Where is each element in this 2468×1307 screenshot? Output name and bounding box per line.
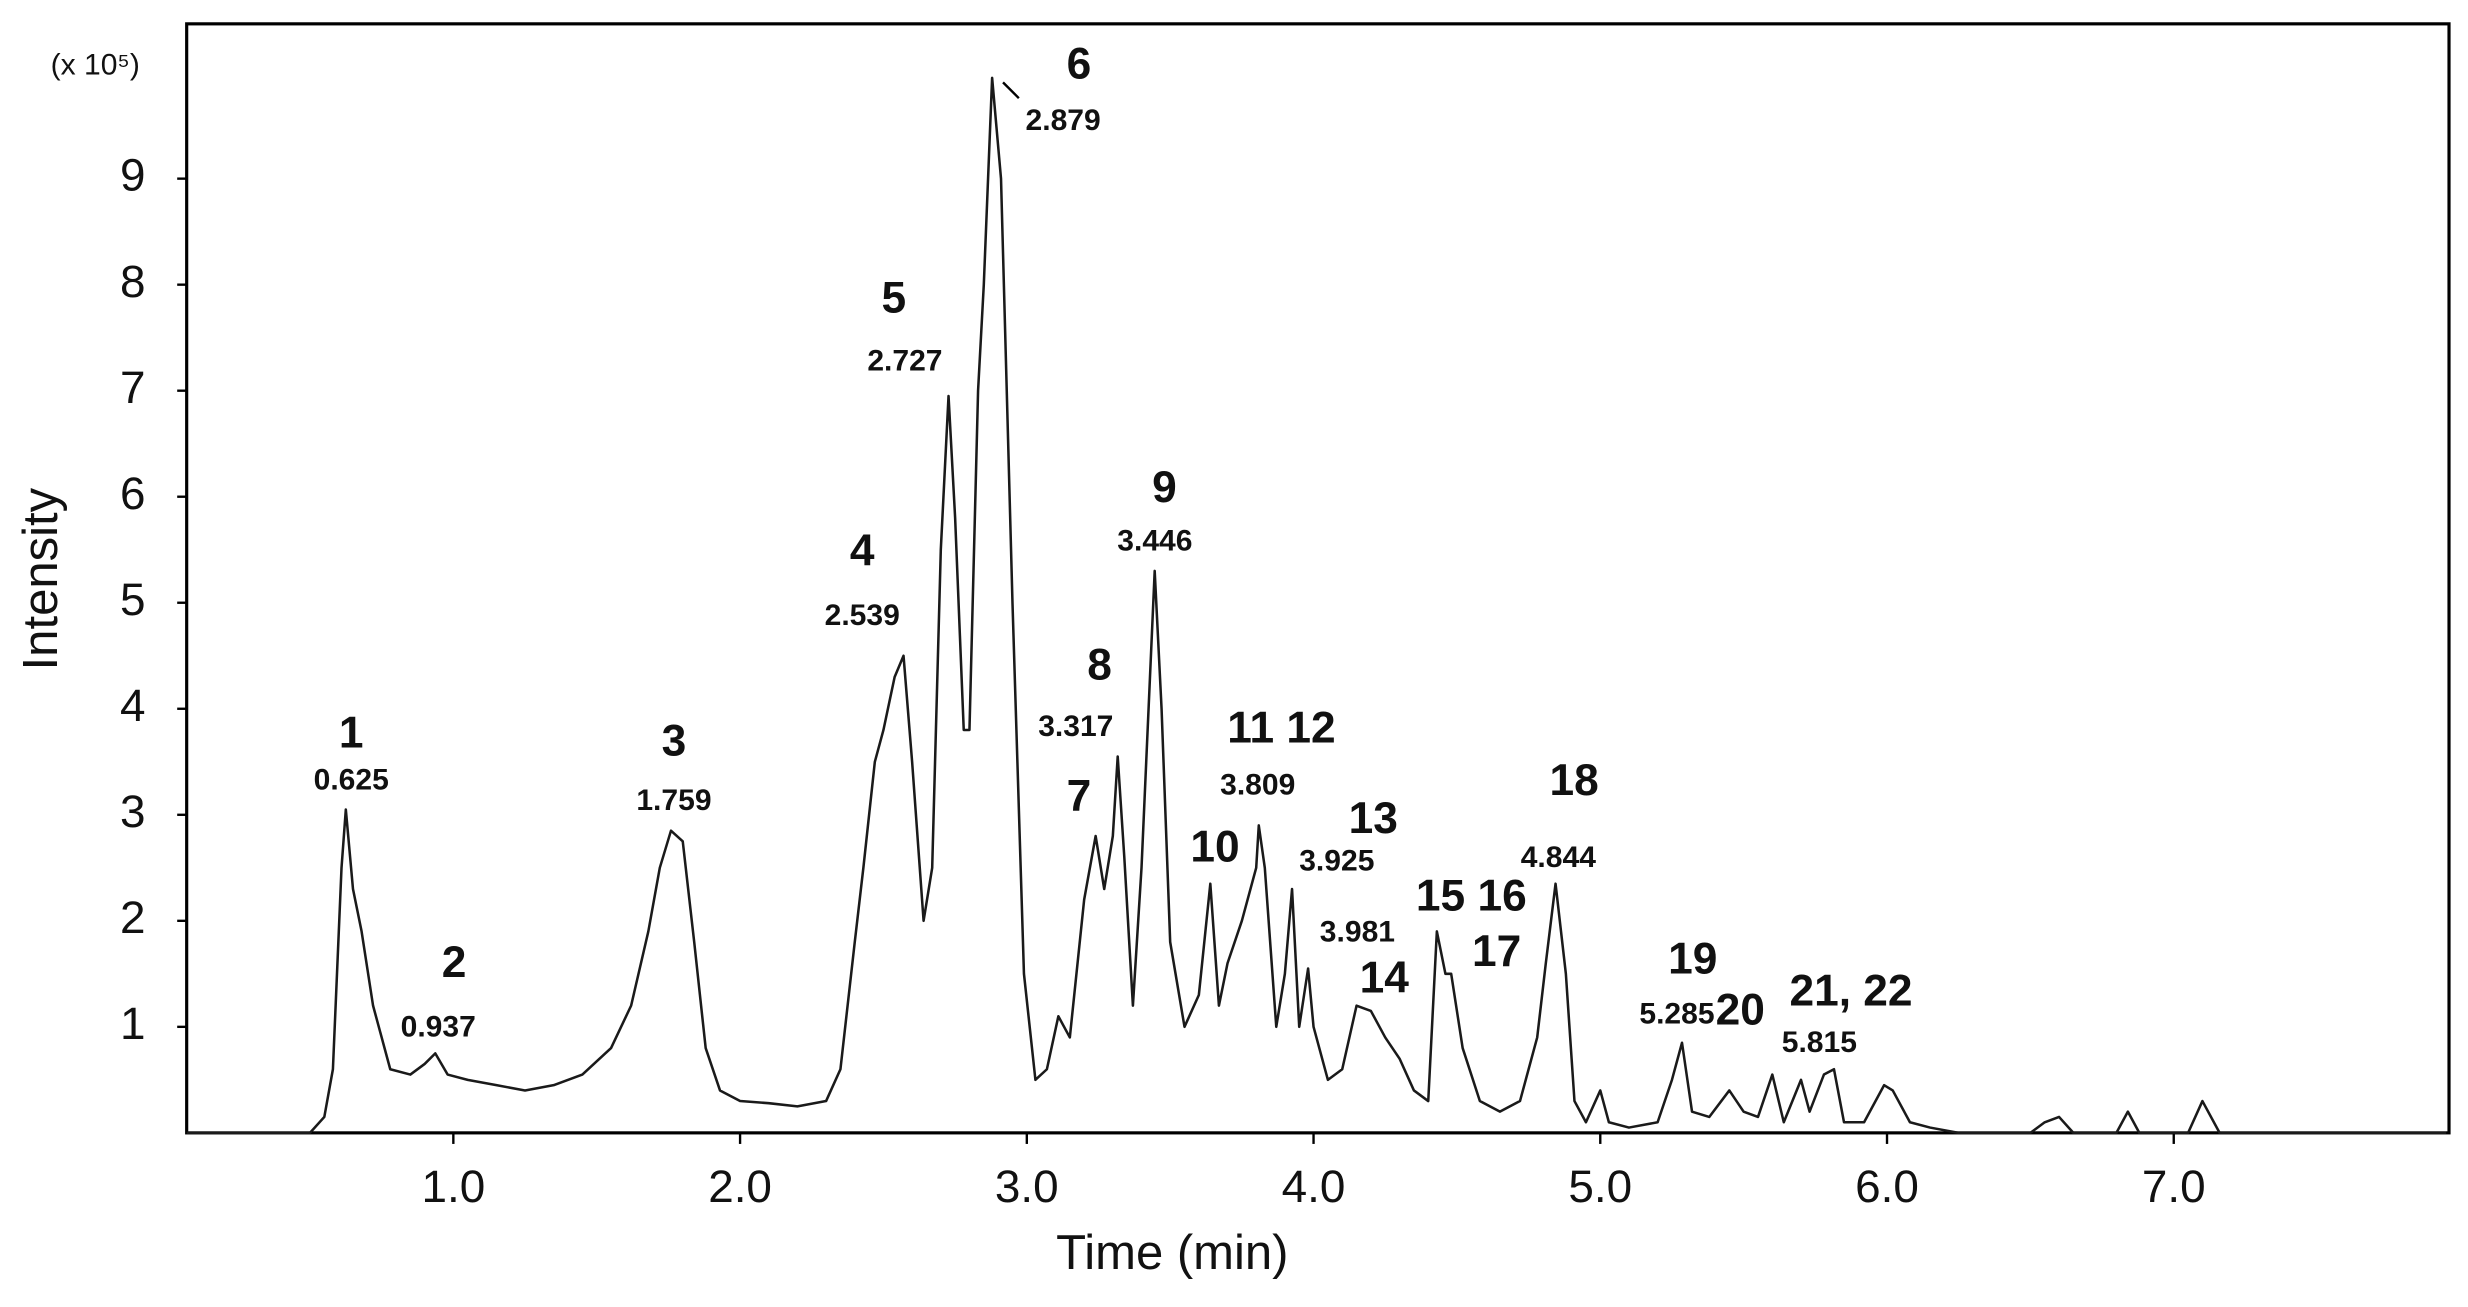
y-tick-label: 2 bbox=[120, 891, 146, 943]
retention-time: 3.925 bbox=[1299, 844, 1374, 877]
peak-label: 9 bbox=[1152, 463, 1177, 512]
y-unit: (x 10⁵) bbox=[51, 48, 140, 81]
y-axis-label: Intensity bbox=[14, 487, 68, 670]
x-tick-label: 2.0 bbox=[708, 1160, 772, 1212]
peak-label: 7 bbox=[1067, 772, 1092, 821]
retention-time: 2.879 bbox=[1026, 104, 1101, 137]
x-tick-label: 7.0 bbox=[2142, 1160, 2206, 1212]
retention-time: 0.625 bbox=[314, 764, 389, 797]
retention-time: 2.727 bbox=[867, 344, 942, 377]
y-tick-label: 4 bbox=[120, 679, 146, 731]
plot-frame bbox=[185, 22, 2451, 1135]
retention-time: 3.809 bbox=[1220, 768, 1295, 801]
peak-label: 13 bbox=[1349, 794, 1398, 843]
peak-label: 15 16 bbox=[1416, 871, 1527, 920]
retention-time: 5.285 bbox=[1639, 998, 1714, 1031]
x-axis-label: Time (min) bbox=[1056, 1226, 1288, 1280]
peak-label: 11 12 bbox=[1227, 704, 1335, 753]
x-tick-label: 5.0 bbox=[1568, 1160, 1632, 1212]
x-tick-label: 6.0 bbox=[1855, 1160, 1919, 1212]
peak-label: 17 bbox=[1472, 927, 1521, 976]
y-tick-label: 6 bbox=[120, 467, 146, 519]
retention-time: 1.759 bbox=[636, 784, 711, 817]
peak-label: 5 bbox=[882, 273, 907, 322]
x-tick-label: 4.0 bbox=[1282, 1160, 1346, 1212]
peak-label: 4 bbox=[850, 527, 875, 576]
peak-label: 2 bbox=[442, 938, 467, 987]
leader-line bbox=[1002, 81, 1020, 100]
x-tick-label: 3.0 bbox=[995, 1160, 1059, 1212]
y-tick-label: 5 bbox=[120, 573, 146, 625]
peak-label: 19 bbox=[1668, 935, 1717, 984]
peak-label: 3 bbox=[662, 716, 687, 765]
retention-time: 2.539 bbox=[825, 599, 900, 632]
y-tick-label: 9 bbox=[120, 149, 146, 201]
peak-label: 21, 22 bbox=[1789, 966, 1912, 1015]
retention-time: 3.981 bbox=[1320, 915, 1395, 948]
y-tick-label: 1 bbox=[120, 997, 146, 1049]
peak-label: 18 bbox=[1550, 756, 1599, 805]
peak-label: 20 bbox=[1716, 985, 1765, 1034]
retention-time: 5.815 bbox=[1782, 1026, 1857, 1059]
peak-label: 8 bbox=[1087, 640, 1112, 689]
x-tick-label: 1.0 bbox=[421, 1160, 485, 1212]
y-tick-label: 7 bbox=[120, 361, 146, 413]
peak-label: 1 bbox=[339, 708, 364, 757]
y-tick-label: 3 bbox=[120, 785, 146, 837]
y-tick-label: 8 bbox=[120, 255, 146, 307]
retention-time: 3.446 bbox=[1117, 525, 1192, 558]
peak-label: 14 bbox=[1360, 954, 1410, 1003]
peak-label: 10 bbox=[1190, 822, 1239, 871]
peak-label: 6 bbox=[1067, 39, 1092, 88]
chromatogram-line bbox=[186, 76, 2447, 1135]
retention-time: 3.317 bbox=[1038, 710, 1113, 743]
retention-time: 4.844 bbox=[1521, 841, 1596, 874]
retention-time: 0.937 bbox=[401, 1010, 476, 1043]
